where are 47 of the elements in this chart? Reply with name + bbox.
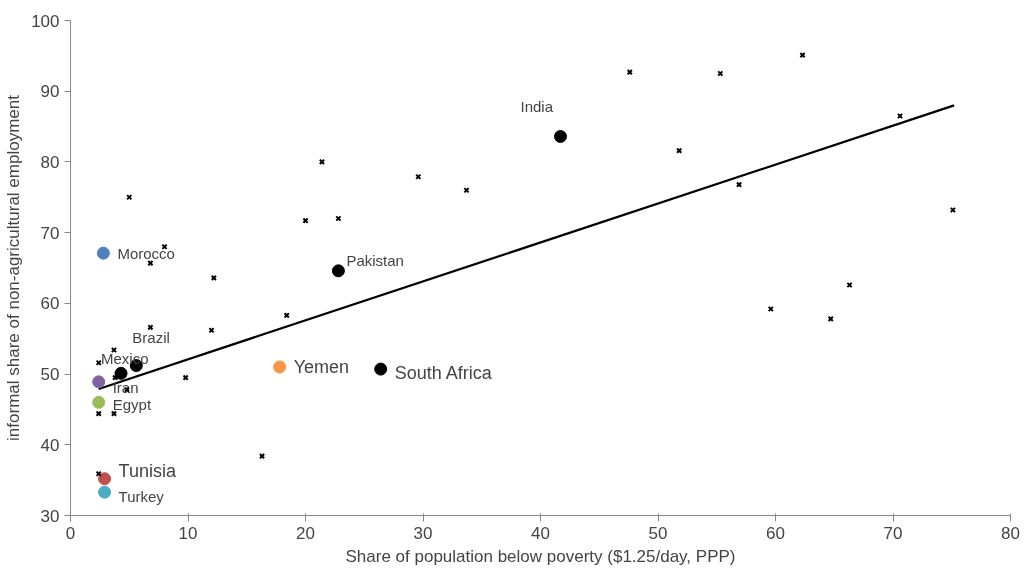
y-tick-label: 90 — [40, 82, 60, 102]
point — [767, 305, 774, 313]
point — [626, 69, 633, 76]
y-tick-label: 50 — [40, 365, 60, 385]
x-tick-label: 60 — [766, 523, 785, 543]
point — [92, 395, 106, 409]
point — [210, 274, 217, 282]
series-label: Mexico — [101, 349, 149, 367]
y-tick-label: 80 — [40, 152, 60, 172]
x-tick-label: 50 — [648, 523, 668, 543]
x-tick-label: 20 — [296, 523, 315, 543]
y-tick-label: 60 — [40, 294, 60, 314]
point — [273, 360, 287, 374]
x-tick-label: 40 — [531, 523, 550, 543]
point — [96, 246, 110, 260]
series-label: South Africa — [394, 363, 493, 384]
y-tick-label: 30 — [40, 506, 60, 526]
series-label: Tunisia — [118, 460, 177, 481]
point — [98, 485, 112, 499]
point — [318, 158, 326, 166]
series-label: Brazil — [132, 329, 170, 347]
x-tick-label: 10 — [178, 523, 198, 543]
point — [92, 375, 106, 389]
x-tick-label: 30 — [413, 523, 433, 543]
x-tick-label: 80 — [1001, 523, 1020, 543]
series-label: Yemen — [293, 357, 350, 377]
point — [374, 362, 388, 376]
point — [896, 112, 904, 120]
x-tick-label: 70 — [883, 523, 903, 543]
series-label: Pakistan — [346, 252, 404, 270]
point — [258, 452, 266, 460]
point — [98, 472, 112, 486]
series-label: India — [520, 97, 554, 115]
point — [949, 206, 957, 214]
point — [553, 129, 567, 143]
y-axis-title: informal share of non-agricultural employment — [4, 94, 24, 441]
point — [827, 315, 834, 323]
y-tick-label: 40 — [40, 435, 60, 455]
x-axis-title: Share of population below poverty ($1.25/day, PPP) — [345, 546, 736, 566]
point — [331, 264, 345, 278]
y-tick-label: 100 — [31, 11, 60, 31]
y-tick-label: 70 — [40, 223, 60, 243]
series-label: Morocco — [117, 244, 175, 262]
point — [114, 366, 128, 380]
series-label: Egypt — [112, 395, 152, 413]
series-label: Turkey — [118, 487, 165, 505]
x-tick-label: 0 — [65, 523, 76, 543]
